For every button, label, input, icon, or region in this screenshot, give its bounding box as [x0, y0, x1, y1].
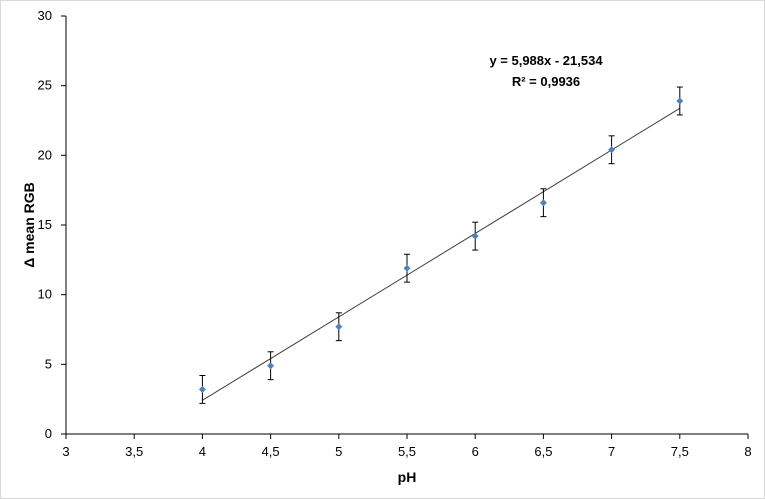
data-point — [539, 199, 547, 207]
r-squared-label: R² = 0,9936 — [512, 74, 580, 89]
x-tick-label: 4 — [199, 444, 206, 459]
x-axis-title: pH — [398, 469, 417, 485]
y-tick-label: 5 — [45, 356, 52, 371]
x-tick-label: 5 — [335, 444, 342, 459]
trendline-equation: y = 5,988x - 21,534 — [489, 53, 603, 68]
x-tick-label: 3 — [62, 444, 69, 459]
data-point — [471, 232, 479, 240]
x-ticks: 3 3,5 4 4,5 5 5,5 6 6,5 7 7,5 8 — [62, 434, 752, 459]
x-tick-label: 5,5 — [398, 444, 416, 459]
x-tick-label: 3,5 — [125, 444, 143, 459]
data-points — [198, 86, 684, 404]
y-tick-label: 25 — [38, 78, 52, 93]
y-tick-label: 0 — [45, 426, 52, 441]
x-tick-label: 4,5 — [262, 444, 280, 459]
y-tick-label: 15 — [38, 217, 52, 232]
data-point — [267, 362, 275, 370]
x-tick-label: 7 — [608, 444, 615, 459]
data-point — [608, 146, 616, 154]
data-point — [676, 97, 684, 105]
x-tick-label: 8 — [744, 444, 751, 459]
y-ticks: 0 5 10 15 20 25 30 — [38, 8, 66, 441]
axes — [65, 16, 748, 435]
y-tick-label: 10 — [38, 287, 52, 302]
data-point — [198, 385, 206, 393]
x-tick-label: 6 — [472, 444, 479, 459]
y-axis-title: Δ mean RGB — [21, 182, 37, 268]
data-point — [335, 323, 343, 331]
y-tick-label: 30 — [38, 8, 52, 23]
x-tick-label: 7,5 — [671, 444, 689, 459]
y-tick-label: 20 — [38, 147, 52, 162]
x-tick-label: 6,5 — [534, 444, 552, 459]
data-point — [403, 264, 411, 272]
trendline — [202, 107, 681, 401]
